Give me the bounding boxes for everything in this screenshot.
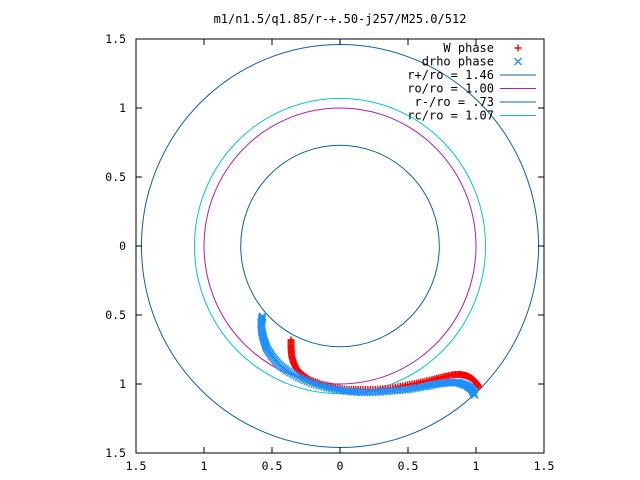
marker-drho-phase [296, 374, 305, 383]
marker-drho-phase [310, 380, 319, 388]
y-tick-label: 1 [119, 377, 126, 391]
series-layer [257, 312, 483, 400]
series-drho-phase [257, 312, 479, 400]
marker-drho-phase [470, 391, 479, 400]
y-tick-label: 0 [119, 239, 126, 253]
marker-drho-phase [312, 380, 321, 389]
marker-drho-phase [303, 377, 312, 386]
legend-label-r-ro-1-46: r+/ro = 1.46 [407, 68, 494, 82]
y-tick-label: 1.5 [105, 446, 126, 460]
circle-rc-ro-1-07 [193, 97, 487, 395]
y-tick-label: 1.5 [105, 32, 126, 46]
ticks-layer [135, 38, 545, 454]
marker-w-phase [475, 383, 483, 391]
y-tick-label: 0.5 [105, 308, 126, 322]
x-tick-label: 0 [337, 459, 344, 473]
marker-drho-phase [305, 378, 314, 387]
x-tick-label: 1 [201, 459, 208, 473]
y-tick-label: 1 [119, 101, 126, 115]
legend-label-rc-ro-1-07: rc/ro = 1.07 [407, 109, 494, 123]
y-tick-label: 0.5 [105, 170, 126, 184]
legend-symbol-w-phase [514, 44, 522, 52]
x-tick-label: 0.5 [262, 459, 283, 473]
marker-drho-phase [301, 376, 310, 385]
marker-drho-phase [307, 379, 316, 388]
marker-drho-phase [298, 375, 307, 384]
legend-label-r-ro-73: r-/ro = .73 [415, 95, 494, 109]
tick-labels-layer: 1.5 1 0.5 0 0.5 1 1.51.510.500.511.5 [105, 32, 554, 473]
legend-label-ro-ro-1-00: ro/ro = 1.00 [407, 82, 494, 96]
chart-title: m1/n1.5/q1.85/r-+.50-j257/M25.0/512 [214, 12, 467, 26]
marker-drho-phase [317, 382, 326, 391]
legend-label-w-phase: W phase [443, 41, 494, 55]
x-tick-label: 0.5 [398, 459, 419, 473]
x-tick-label: 1 [473, 459, 480, 473]
marker-drho-phase [320, 382, 329, 391]
x-tick-label: 1.5 [126, 459, 147, 473]
legend-label-drho-phase: drho phase [422, 55, 494, 69]
legend-symbol-drho-phase [514, 57, 522, 66]
x-tick-label: 1.5 [534, 459, 555, 473]
circle-r-ro-73 [240, 144, 440, 348]
marker-drho-phase [315, 381, 324, 390]
circle-ro-ro-1-00 [203, 107, 477, 385]
